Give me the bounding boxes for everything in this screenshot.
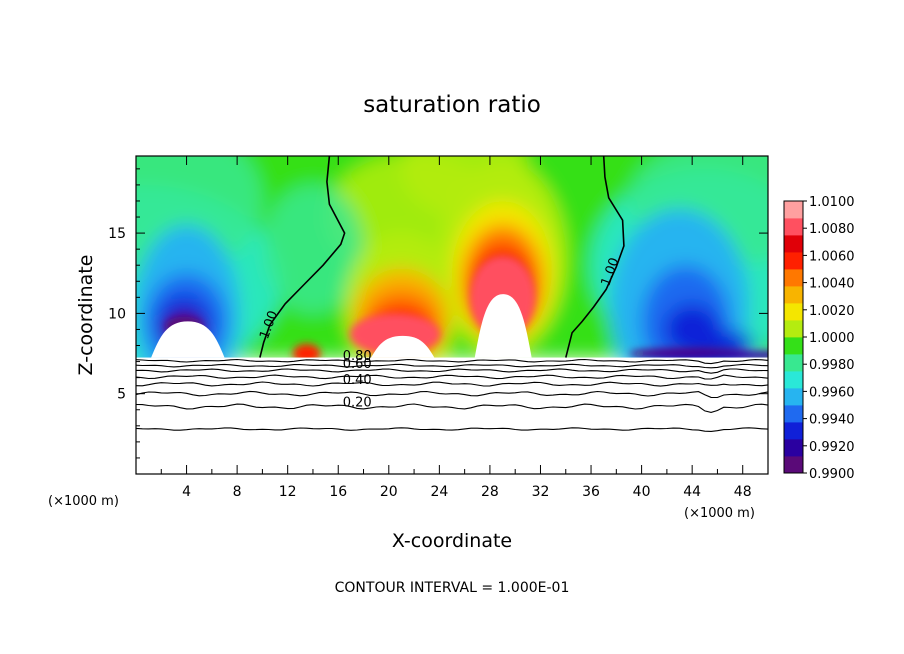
colorbar-swatch	[784, 439, 803, 457]
colorbar-swatch	[784, 252, 803, 270]
contour-line	[135, 358, 769, 365]
colorbar-label: 0.9960	[809, 385, 855, 400]
y-tick-label: 10	[108, 306, 126, 322]
masked-core-mid	[371, 335, 435, 358]
x-axis-label: X-coordinate	[392, 530, 512, 552]
x-tick-label: 36	[582, 484, 600, 500]
contour-line	[135, 427, 769, 432]
masked-core-left	[151, 321, 225, 358]
x-axis-ticks: 4 8 12 16 20 24 28 32 36 40 44 48	[160, 156, 752, 500]
x-tick-label: 24	[430, 484, 448, 500]
contour-label: 0.40	[343, 373, 372, 388]
x-tick-label: 12	[279, 484, 297, 500]
colorbar-label: 0.9980	[809, 358, 855, 373]
colorbar-label: 0.9940	[809, 413, 855, 428]
colorbar-label: 0.9920	[809, 440, 855, 455]
field-rim	[641, 351, 768, 360]
y-axis-label: Z-coordinate	[75, 255, 97, 376]
colorbar-swatch	[784, 320, 803, 338]
colorbar-swatch	[784, 286, 803, 304]
colorbar-label: 1.0060	[809, 249, 855, 264]
x-tick-label: 44	[683, 484, 701, 500]
contour-interval-note: CONTOUR INTERVAL = 1.000E-01	[335, 580, 570, 596]
colorbar-label: 1.0020	[809, 304, 855, 319]
colorbar-swatch	[784, 337, 803, 355]
colorbar-swatch	[784, 303, 803, 321]
x-unit-label-right: (×1000 m)	[684, 506, 755, 521]
contour-label: 0.20	[343, 396, 372, 411]
contour-line	[135, 368, 769, 374]
colorbar-swatch	[784, 354, 803, 372]
colorbar-swatch	[784, 201, 803, 219]
field-blob	[262, 184, 364, 314]
colorbar-swatch	[784, 422, 803, 440]
y-tick-label: 5	[117, 387, 126, 403]
masked-core-right	[474, 294, 532, 358]
y-axis-ticks: 5 10 15	[108, 168, 768, 459]
colorbar-swatch	[784, 371, 803, 389]
colorbar-label: 1.0100	[809, 195, 855, 210]
plot-frame	[135, 155, 769, 475]
colorbar-label: 1.0040	[809, 277, 855, 292]
contour-line	[135, 374, 769, 380]
colorbar-swatch	[784, 235, 803, 253]
x-tick-label: 8	[233, 484, 242, 500]
x-tick-label: 32	[532, 484, 550, 500]
x-tick-label: 28	[481, 484, 499, 500]
contour-line	[135, 381, 769, 387]
colorbar-label: 0.9900	[809, 467, 855, 482]
colorbar-label: 1.0000	[809, 331, 855, 346]
colorbar-swatch	[784, 218, 803, 236]
saturation-field	[136, 156, 768, 474]
contour-1.00-left	[259, 155, 346, 358]
x-tick-label: 16	[329, 484, 347, 500]
x-tick-label: 4	[182, 484, 191, 500]
contour-label: 0.80	[343, 349, 372, 364]
colorbar-label: 1.0080	[809, 222, 855, 237]
contour-label: 0.60	[343, 357, 372, 372]
colorbar-swatch	[784, 388, 803, 406]
contour-line	[135, 363, 769, 369]
contour-line	[135, 390, 769, 399]
contour-line	[135, 403, 769, 413]
x-tick-label: 48	[734, 484, 752, 500]
chart-title: saturation ratio	[363, 92, 541, 118]
colorbar-swatch	[784, 405, 803, 423]
x-tick-label: 40	[633, 484, 651, 500]
colorbar-swatch	[784, 456, 803, 474]
colorbar-swatch	[784, 269, 803, 287]
y-tick-label: 15	[108, 226, 126, 242]
contour-1.00-right	[565, 155, 625, 358]
colorbar: 1.0100 1.0080 1.0060 1.0040 1.0020 1.0000 0.99…	[783, 195, 855, 482]
x-unit-label-left: (×1000 m)	[48, 494, 119, 509]
x-tick-label: 20	[380, 484, 398, 500]
contour-lines	[135, 155, 769, 432]
